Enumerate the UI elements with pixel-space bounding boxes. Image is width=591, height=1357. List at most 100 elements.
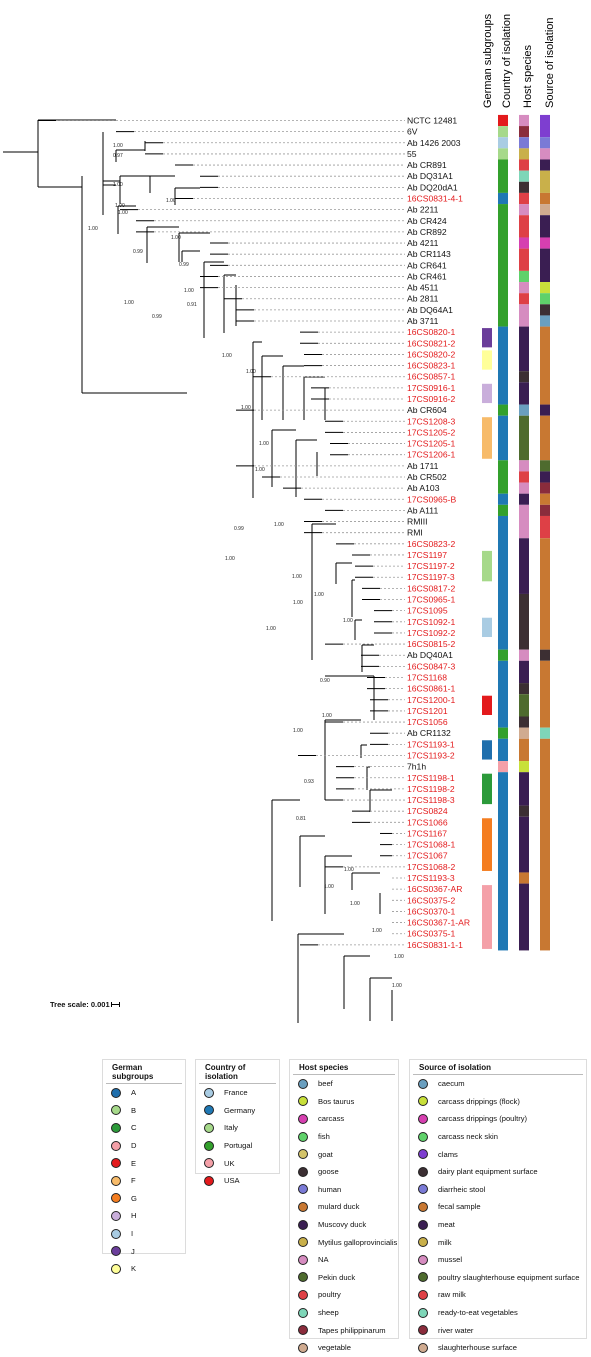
legend-item: Bos taurus: [290, 1093, 398, 1111]
taxon-label: 16CS0367-AR: [407, 884, 462, 894]
taxon-label: 17CS1208-3: [407, 416, 455, 426]
legend-swatch: [298, 1078, 308, 1089]
legend-item: mussel: [410, 1251, 586, 1269]
legend-label: carcass neck skin: [438, 1132, 498, 1142]
legend-swatch: [418, 1272, 428, 1283]
legend-label: H: [131, 1211, 137, 1221]
host-cell: [519, 114, 529, 127]
legend-swatch: [111, 1105, 121, 1116]
branch-support-label: 1.00: [293, 600, 303, 606]
taxon-label: Ab CR891: [407, 160, 447, 170]
taxon-label: 17CS0916-2: [407, 394, 455, 404]
legend-item: river water: [410, 1321, 586, 1339]
source-cell: [540, 282, 550, 294]
taxon-label: RMI: [407, 528, 423, 538]
branch-support-label: 1.00: [88, 226, 98, 232]
branch-support-label: 1.00: [166, 198, 176, 204]
taxon-label: 17CS1092-2: [407, 628, 455, 638]
legend-item: H: [103, 1207, 185, 1225]
taxon-label: 17CS1206-1: [407, 450, 455, 460]
branch-support-label: 1.00: [184, 288, 194, 294]
legend-item: B: [103, 1102, 185, 1120]
legend-item: Italy: [196, 1119, 279, 1137]
host-cell: [519, 593, 529, 650]
host-cell: [519, 137, 529, 149]
legend-label: fecal sample: [438, 1202, 481, 1212]
legend-item: D: [103, 1137, 185, 1155]
source-cell: [540, 148, 550, 160]
legend-label: France: [224, 1088, 248, 1098]
legend-item: E: [103, 1154, 185, 1172]
host-cell: [519, 382, 529, 405]
branch-support-label: 1.00: [322, 713, 332, 719]
legend-item: carcass drippings (flock): [410, 1093, 586, 1111]
legend-label: Tapes philippinarum: [318, 1325, 386, 1335]
legend-label: A: [131, 1088, 137, 1098]
host-cell: [519, 872, 529, 884]
legend-label: B: [131, 1105, 137, 1115]
country-cell: [498, 326, 508, 405]
host-cell: [519, 204, 529, 216]
legend-item: NA: [290, 1251, 398, 1269]
legend-label: poultry: [318, 1290, 341, 1300]
host-cell: [519, 126, 529, 138]
german-cell: [482, 328, 492, 348]
legend-item: vegetable: [290, 1339, 398, 1357]
legend-item: F: [103, 1172, 185, 1190]
taxon-label: Ab 2211: [407, 205, 439, 215]
legend-item: Tapes philippinarum: [290, 1321, 398, 1339]
branch-support-label: 1.00: [266, 626, 276, 632]
legend-label: mussel: [438, 1255, 463, 1265]
legend-item: dairy plant equipment surface: [410, 1163, 586, 1181]
legend-label: beef: [318, 1079, 333, 1089]
legend-label: Germany: [224, 1105, 256, 1115]
host-cell: [519, 805, 529, 817]
legend-label: fish: [318, 1132, 330, 1142]
taxon-label: 16CS0375-2: [407, 895, 455, 905]
country-cell: [498, 114, 508, 127]
branch-support-label: 1.00: [255, 467, 265, 473]
legend-label: dairy plant equipment surface: [438, 1167, 538, 1177]
legend-swatch: [298, 1307, 308, 1318]
taxon-label: 17CS1193-1: [407, 739, 455, 749]
legend-label: poultry slaughterhouse equipment surface: [438, 1272, 580, 1282]
taxon-label: 55: [407, 149, 417, 159]
branch-support-label: 1.00: [124, 300, 134, 306]
legend-label: human: [318, 1184, 342, 1194]
legend-item: fecal sample: [410, 1198, 586, 1216]
taxon-label: 16CS0861-1: [407, 684, 455, 694]
taxon-label: Ab A111: [407, 505, 438, 515]
legend-swatch: [298, 1113, 308, 1124]
taxon-label: 17CS0916-1: [407, 383, 455, 393]
host-cell: [519, 170, 529, 182]
legend-label: caecum: [438, 1079, 465, 1089]
legend-swatch: [418, 1078, 428, 1089]
legend-item: poultry: [290, 1286, 398, 1304]
host-cell: [519, 326, 529, 372]
legend-label: carcass drippings (poultry): [438, 1114, 528, 1124]
taxon-label: 17CS1168: [407, 673, 447, 683]
source-cell: [540, 538, 550, 650]
taxon-label: 17CS1056: [407, 717, 448, 727]
column-header: Host species: [522, 45, 534, 108]
source-cell: [540, 114, 550, 138]
legend-swatch: [298, 1131, 308, 1142]
german-cell: [482, 617, 492, 638]
legend-host-species: Host species beef Bos taurus carcass fish go…: [289, 1059, 399, 1353]
source-cell: [540, 204, 550, 216]
taxon-label: 17CS0965-B: [407, 494, 456, 504]
legend-label: Muscovy duck: [318, 1220, 367, 1230]
legend-source-of-isolation: Source of isolation caecum carcass drippi…: [409, 1059, 587, 1353]
legend-item: slaughterhouse surface: [410, 1339, 586, 1357]
legend-item: caecum: [410, 1075, 586, 1093]
legend-label: Mytilus galloprovincialis: [318, 1237, 398, 1247]
branch-support-label: 0.99: [133, 249, 143, 255]
legend-swatch: [418, 1166, 428, 1177]
taxon-label: Ab 1426 2003: [407, 138, 461, 148]
legend-swatch: [418, 1289, 428, 1300]
host-cell: [519, 460, 529, 472]
source-cell: [540, 727, 550, 739]
legend-swatch: [298, 1325, 308, 1336]
taxon-label: 17CS0824: [407, 806, 448, 816]
taxon-label: Ab CR641: [407, 260, 447, 270]
